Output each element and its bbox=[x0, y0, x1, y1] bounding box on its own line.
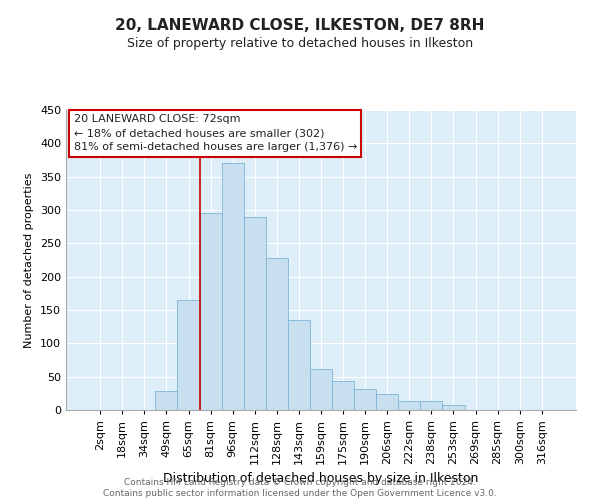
Bar bbox=[178, 300, 200, 410]
Bar bbox=[221, 164, 244, 410]
Text: 20 LANEWARD CLOSE: 72sqm
← 18% of detached houses are smaller (302)
81% of semi-: 20 LANEWARD CLOSE: 72sqm ← 18% of detach… bbox=[74, 114, 357, 152]
X-axis label: Distribution of detached houses by size in Ilkeston: Distribution of detached houses by size … bbox=[163, 472, 479, 486]
Bar bbox=[442, 406, 464, 410]
Bar bbox=[421, 400, 442, 410]
Bar bbox=[155, 392, 178, 410]
Text: 20, LANEWARD CLOSE, ILKESTON, DE7 8RH: 20, LANEWARD CLOSE, ILKESTON, DE7 8RH bbox=[115, 18, 485, 32]
Bar bbox=[354, 388, 376, 410]
Bar bbox=[332, 380, 354, 410]
Bar bbox=[398, 400, 421, 410]
Text: Contains HM Land Registry data © Crown copyright and database right 2024.
Contai: Contains HM Land Registry data © Crown c… bbox=[103, 478, 497, 498]
Bar bbox=[288, 320, 310, 410]
Text: Size of property relative to detached houses in Ilkeston: Size of property relative to detached ho… bbox=[127, 38, 473, 51]
Y-axis label: Number of detached properties: Number of detached properties bbox=[25, 172, 34, 348]
Bar bbox=[200, 214, 221, 410]
Bar bbox=[266, 258, 288, 410]
Bar bbox=[376, 394, 398, 410]
Bar bbox=[310, 368, 332, 410]
Bar bbox=[244, 216, 266, 410]
